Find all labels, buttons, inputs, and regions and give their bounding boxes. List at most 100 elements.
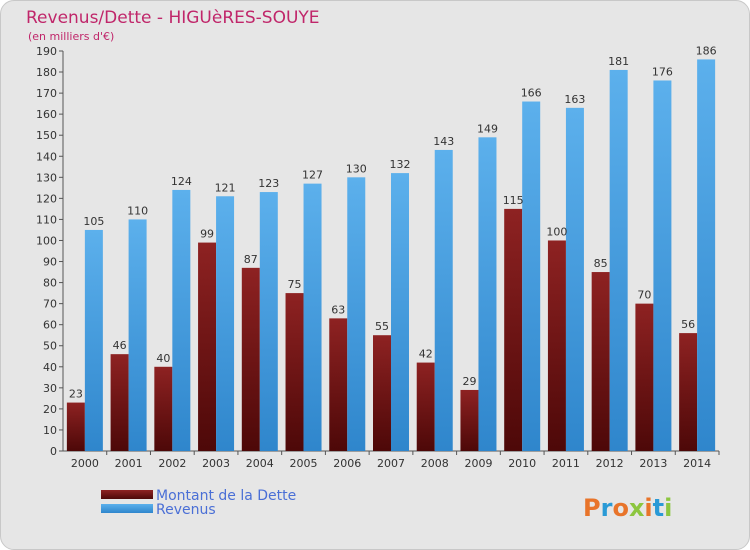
y-tick-label: 80 — [43, 277, 57, 290]
data-label-dette: 75 — [288, 278, 302, 291]
x-tick-label: 2012 — [596, 457, 624, 470]
y-tick-label: 10 — [43, 424, 57, 437]
x-tick-label: 2003 — [202, 457, 230, 470]
bar-revenus-2008 — [434, 149, 453, 451]
bar-dette-2004 — [241, 267, 260, 451]
x-tick-label: 2007 — [377, 457, 405, 470]
bar-revenus-2002 — [172, 189, 191, 451]
y-tick-label: 130 — [36, 171, 57, 184]
data-label-revenus: 149 — [477, 122, 498, 135]
data-label-revenus: 123 — [258, 177, 279, 190]
x-axis: 2000 2001 2002 2003 2004 2005 2006 2007 2008 2009… — [63, 450, 720, 470]
bar-dette-2001 — [110, 354, 129, 451]
data-label-dette: 85 — [594, 257, 608, 270]
bar-revenus-2005 — [303, 183, 322, 451]
y-tick-label: 60 — [43, 319, 57, 332]
x-tick-label: 2014 — [683, 457, 711, 470]
proxiti-logo: Proxiti — [583, 494, 672, 522]
bars-group — [66, 59, 716, 452]
data-label-dette: 99 — [200, 228, 214, 241]
data-label-dette: 23 — [69, 388, 83, 401]
data-label-dette: 55 — [375, 320, 389, 333]
data-label-dette: 42 — [419, 348, 433, 361]
legend-label-revenus: Revenus — [156, 502, 216, 518]
y-tick-label: 90 — [43, 256, 57, 269]
bar-dette-2007 — [373, 335, 391, 451]
data-label-dette: 29 — [462, 375, 476, 388]
data-labels-group: 23 105 46 110 40 124 99 121 87 123 75 127 63 130 55 132… — [69, 44, 717, 400]
x-tick-label: 2013 — [639, 457, 667, 470]
data-label-dette: 87 — [244, 253, 258, 266]
data-label-revenus: 176 — [652, 65, 673, 78]
y-tick-label: 40 — [43, 361, 57, 374]
data-label-dette: 115 — [503, 194, 524, 207]
bar-dette-2003 — [198, 242, 217, 451]
y-tick-label: 190 — [36, 45, 57, 58]
data-label-revenus: 121 — [215, 181, 236, 194]
bar-dette-2009 — [460, 389, 479, 451]
bar-revenus-2013 — [653, 80, 672, 451]
x-tick-label: 2000 — [71, 457, 99, 470]
bar-revenus-2004 — [259, 192, 278, 452]
bar-dette-2002 — [154, 366, 173, 451]
bar-revenus-2007 — [391, 173, 409, 451]
bar-dette-2011 — [547, 240, 566, 451]
x-tick-label: 2011 — [552, 457, 580, 470]
bar-revenus-2001 — [128, 219, 147, 451]
y-tick-label: 0 — [50, 445, 57, 458]
legend: Montant de la Dette Revenus — [101, 488, 296, 518]
x-tick-label: 2010 — [508, 457, 536, 470]
data-label-revenus: 127 — [302, 169, 323, 182]
bar-dette-2006 — [329, 318, 348, 451]
y-tick-label: 30 — [43, 382, 57, 395]
chart-title: Revenus/Dette - HIGUèRES-SOUYE — [26, 8, 320, 28]
bar-revenus-2009 — [478, 137, 497, 451]
bar-dette-2013 — [635, 303, 654, 451]
bar-dette-2012 — [591, 272, 610, 451]
data-label-revenus: 186 — [696, 44, 717, 57]
bar-dette-2008 — [416, 362, 435, 451]
bar-revenus-2012 — [609, 69, 628, 452]
x-tick-label: 2008 — [421, 457, 449, 470]
bar-revenus-2014 — [697, 59, 716, 451]
y-tick-label: 160 — [36, 108, 57, 121]
data-label-revenus: 124 — [171, 175, 192, 188]
data-label-revenus: 166 — [521, 87, 542, 100]
chart-subtitle: (en milliers d'€) — [28, 30, 114, 43]
bar-dette-2005 — [285, 293, 304, 451]
legend-label-debt: Montant de la Dette — [156, 488, 296, 504]
y-tick-label: 20 — [43, 403, 57, 416]
data-label-revenus: 163 — [564, 93, 585, 106]
data-label-revenus: 110 — [127, 204, 148, 217]
data-label-revenus: 105 — [83, 215, 104, 228]
bar-revenus-2003 — [216, 196, 235, 451]
y-tick-label: 140 — [36, 150, 57, 163]
x-tick-label: 2006 — [333, 457, 361, 470]
data-label-revenus: 132 — [390, 158, 411, 171]
bar-revenus-2011 — [565, 107, 584, 451]
bar-revenus-2010 — [522, 101, 541, 452]
data-label-dette: 40 — [156, 352, 170, 365]
bar-revenus-2006 — [347, 177, 366, 451]
bar-dette-2014 — [679, 333, 698, 451]
data-label-revenus: 130 — [346, 162, 367, 175]
data-label-revenus: 143 — [433, 135, 454, 148]
data-label-dette: 56 — [681, 318, 695, 331]
x-tick-label: 2004 — [246, 457, 274, 470]
y-tick-label: 180 — [36, 66, 57, 79]
x-tick-label: 2009 — [464, 457, 492, 470]
y-tick-label: 100 — [36, 234, 57, 247]
data-label-dette: 70 — [637, 289, 651, 302]
legend-swatch-debt — [101, 490, 153, 499]
x-tick-label: 2001 — [115, 457, 143, 470]
bar-revenus-2000 — [84, 229, 103, 451]
x-tick-label: 2002 — [158, 457, 186, 470]
x-tick-label: 2005 — [290, 457, 318, 470]
data-label-dette: 63 — [331, 303, 345, 316]
data-label-dette: 46 — [113, 339, 127, 352]
y-tick-label: 120 — [36, 192, 57, 205]
y-tick-label: 50 — [43, 340, 57, 353]
y-axis: 0 10 20 30 40 50 60 70 80 90 100 110 120 130 140 150 160… — [36, 45, 64, 458]
